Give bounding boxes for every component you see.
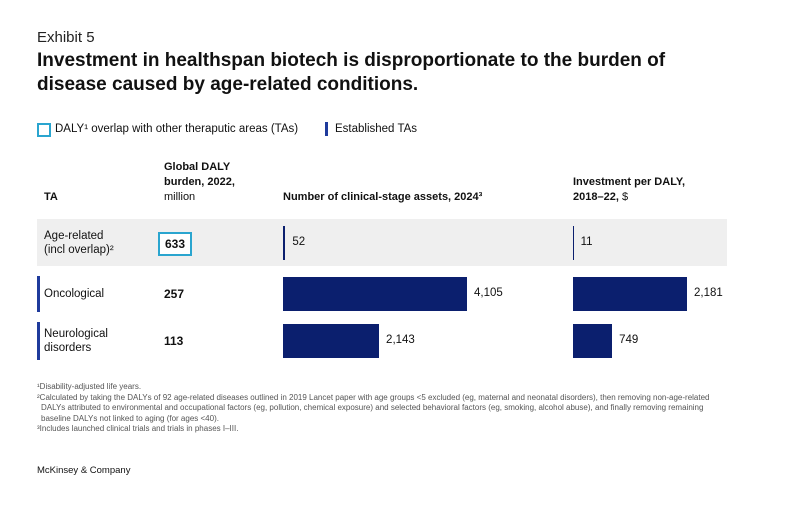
row-label: Neurological disorders — [44, 328, 108, 354]
value-label: 749 — [619, 334, 639, 346]
header-unit: $ — [621, 191, 629, 203]
bar — [283, 277, 467, 311]
value-label: 2,143 — [386, 334, 415, 346]
footnote: ²Calculated by taking the DALYs of 92 ag… — [37, 392, 710, 423]
row-marker — [37, 322, 40, 360]
column-header: TA — [44, 191, 58, 203]
daly-value: 257 — [164, 287, 185, 301]
legend-swatch — [325, 122, 328, 136]
row-background — [37, 219, 727, 266]
bar — [573, 225, 574, 260]
header-text: Investment per DALY, 2018–22, — [573, 176, 686, 203]
row-marker — [37, 276, 40, 312]
value-label: 4,105 — [474, 287, 503, 299]
bar — [573, 324, 613, 358]
exhibit-label: Exhibit 5 — [37, 29, 95, 46]
column-header: Number of clinical-stage assets, 2024³ — [283, 191, 483, 203]
value-label: 11 — [580, 235, 593, 248]
title: Investment in healthspan biotech is disp… — [37, 50, 666, 95]
footnote: ¹Disability-adjusted life years. — [37, 382, 142, 391]
legend-label: DALY¹ overlap with other theraputic area… — [55, 123, 299, 135]
header-text: Global DALY burden, 2022, — [164, 161, 235, 188]
row-label: Oncological — [44, 288, 105, 300]
legend-label: Established TAs — [335, 123, 418, 135]
footnotes: ¹Disability-adjusted life years. ²Calcul… — [37, 382, 727, 435]
column-header: Investment per DALY, 2018–22, $ — [573, 175, 713, 205]
bar — [283, 324, 380, 358]
legend-swatch — [37, 123, 51, 137]
value-label: 2,181 — [694, 287, 723, 299]
daly-value: 113 — [164, 334, 184, 348]
value-label: 52 — [292, 235, 306, 248]
source: McKinsey & Company — [37, 465, 131, 476]
bar — [283, 225, 286, 260]
footnote: ³Includes launched clinical trials and t… — [37, 424, 239, 433]
header-unit: million — [164, 191, 196, 203]
row-label: Age-related (incl overlap)² — [44, 229, 114, 256]
bar — [573, 277, 687, 311]
column-header: Global DALY burden, 2022, million — [164, 160, 254, 205]
daly-value: 633 — [158, 231, 193, 256]
